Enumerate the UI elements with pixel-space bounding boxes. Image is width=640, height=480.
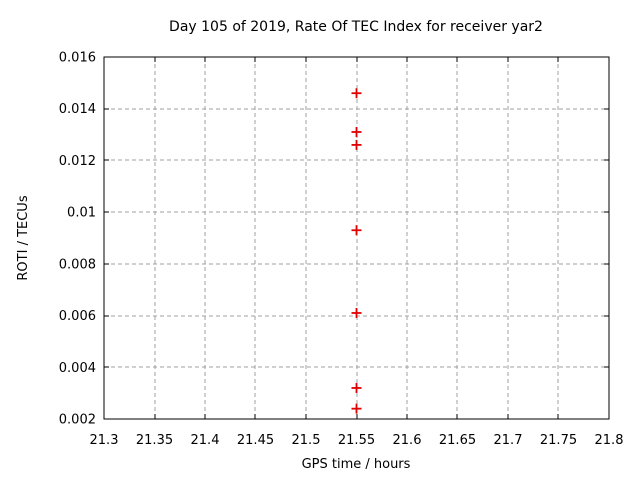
- x-tick-label: 21.4: [191, 433, 220, 448]
- x-tick-label: 21.55: [338, 433, 375, 448]
- y-tick-label: 0.01: [67, 206, 96, 221]
- y-tick-label: 0.008: [59, 257, 96, 272]
- x-tick-label: 21.65: [439, 433, 476, 448]
- x-tick-label: 21.3: [90, 433, 119, 448]
- x-tick-label: 21.75: [540, 433, 577, 448]
- y-tick-label: 0.004: [59, 361, 96, 376]
- y-axis-label: ROTI / TECUs: [16, 195, 31, 280]
- x-tick-label: 21.45: [237, 433, 274, 448]
- x-axis-label: GPS time / hours: [302, 457, 411, 472]
- y-tick-label: 0.016: [59, 51, 96, 66]
- x-tick-label: 21.8: [595, 433, 624, 448]
- plot-generated-content: 21.3 21.35 21.4 21.45 21.5 21.55 21.6 21.65 21.7…: [59, 51, 624, 449]
- x-tick-label: 21.7: [494, 433, 523, 448]
- x-tick-label: 21.35: [136, 433, 173, 448]
- y-tick-label: 0.006: [59, 309, 96, 324]
- x-tick-label: 21.5: [292, 433, 321, 448]
- y-tick-label: 0.014: [59, 102, 96, 117]
- y-tick-label: 0.002: [59, 413, 96, 428]
- x-tick-label: 21.6: [393, 433, 422, 448]
- plot-frame: [103, 56, 610, 420]
- chart-title: Day 105 of 2019, Rate Of TEC Index for r…: [169, 19, 543, 35]
- y-tick-label: 0.012: [59, 154, 96, 169]
